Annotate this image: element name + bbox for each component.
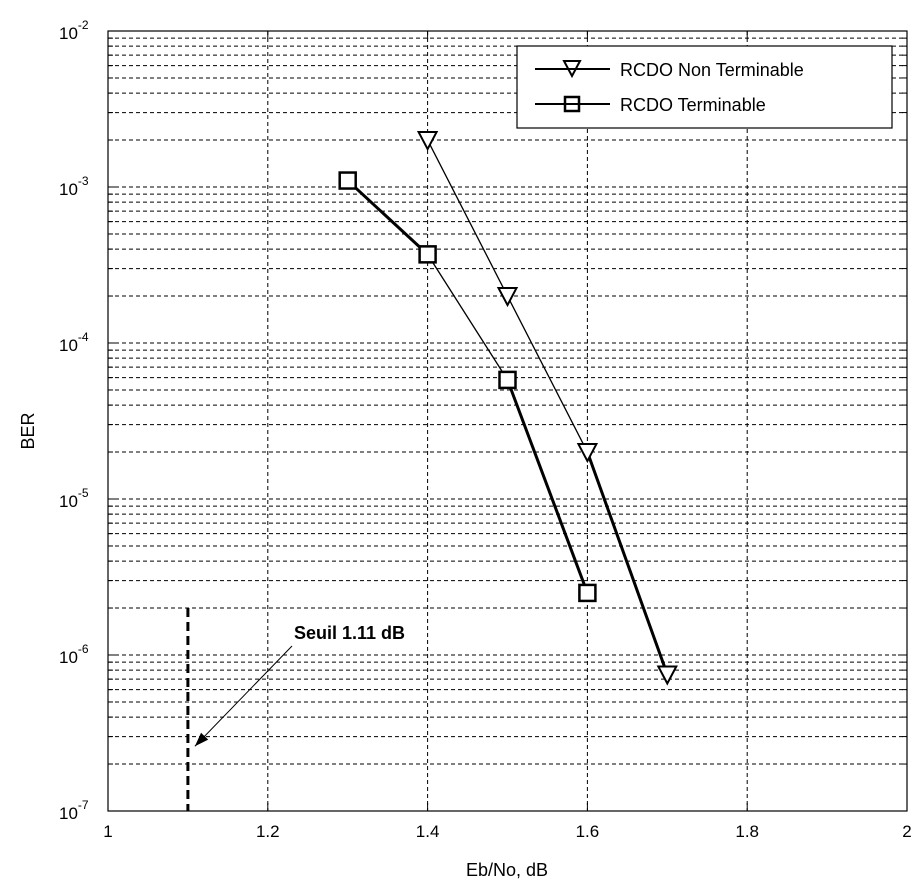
data-point-square <box>578 583 597 603</box>
y-tick-base: 10 <box>59 648 78 667</box>
data-point-square <box>498 370 517 390</box>
y-tick-base: 10 <box>59 336 78 355</box>
series-line-segment <box>585 451 669 675</box>
series-line-segment <box>346 179 429 256</box>
legend-label-terminable: RCDO Terminable <box>620 95 766 115</box>
y-axis-label: BER <box>18 412 38 449</box>
y-tick-exponent: -4 <box>78 330 89 344</box>
y-tick-exponent: -7 <box>78 798 89 812</box>
y-tick-exponent: -5 <box>78 486 89 500</box>
annotation-arrow <box>194 645 293 747</box>
y-tick-exponent: -2 <box>78 18 89 32</box>
annotation-label: Seuil 1.11 dB <box>294 623 405 643</box>
y-tick-exponent: -3 <box>78 174 89 188</box>
y-tick-label: 10-4 <box>59 330 89 355</box>
legend-box <box>516 45 893 129</box>
x-tick-label: 1.4 <box>416 822 440 841</box>
y-tick-label: 10-6 <box>59 642 89 667</box>
legend-marker-triangle <box>562 60 582 79</box>
x-tick-label: 1.8 <box>735 822 759 841</box>
x-axis-label: Eb/No, dB <box>466 860 548 880</box>
data-point-triangle <box>496 287 519 308</box>
data-point-square <box>418 245 437 264</box>
y-tick-base: 10 <box>59 804 78 823</box>
y-tick-label: 10-5 <box>59 486 89 511</box>
data-point-triangle <box>416 131 439 152</box>
y-tick-label: 10-2 <box>59 18 89 43</box>
series-line-segment <box>506 379 589 594</box>
axes-box <box>107 30 908 812</box>
annotation-arrow-head <box>194 732 209 747</box>
series-line-segment <box>427 139 509 297</box>
legend-label-non-terminable: RCDO Non Terminable <box>620 60 804 80</box>
y-tick-label: 10-7 <box>59 798 89 823</box>
legend-marker-square <box>563 95 581 113</box>
axis-ticks: 1 1.2 1.4 1.6 1.8 210-710-610-510-410-310-2 <box>59 18 912 841</box>
series-line-segment <box>506 295 588 453</box>
y-tick-exponent: -6 <box>78 642 89 656</box>
y-tick-base: 10 <box>59 492 78 511</box>
series-layer <box>338 131 678 686</box>
y-tick-base: 10 <box>59 24 78 43</box>
x-tick-label: 1.2 <box>256 822 280 841</box>
data-point-triangle <box>656 665 678 686</box>
threshold-annotation: Seuil 1.11 dB <box>186 608 405 811</box>
x-tick-label: 1.6 <box>576 822 600 841</box>
x-tick-label: 1 <box>103 822 112 841</box>
x-tick-label: 2 <box>902 822 911 841</box>
legend: RCDO Non Terminable RCDO Terminable <box>516 45 893 129</box>
data-point-square <box>338 171 357 190</box>
y-tick-base: 10 <box>59 180 78 199</box>
y-tick-label: 10-3 <box>59 174 89 199</box>
series-line-segment <box>427 254 509 381</box>
data-point-triangle <box>576 443 599 464</box>
